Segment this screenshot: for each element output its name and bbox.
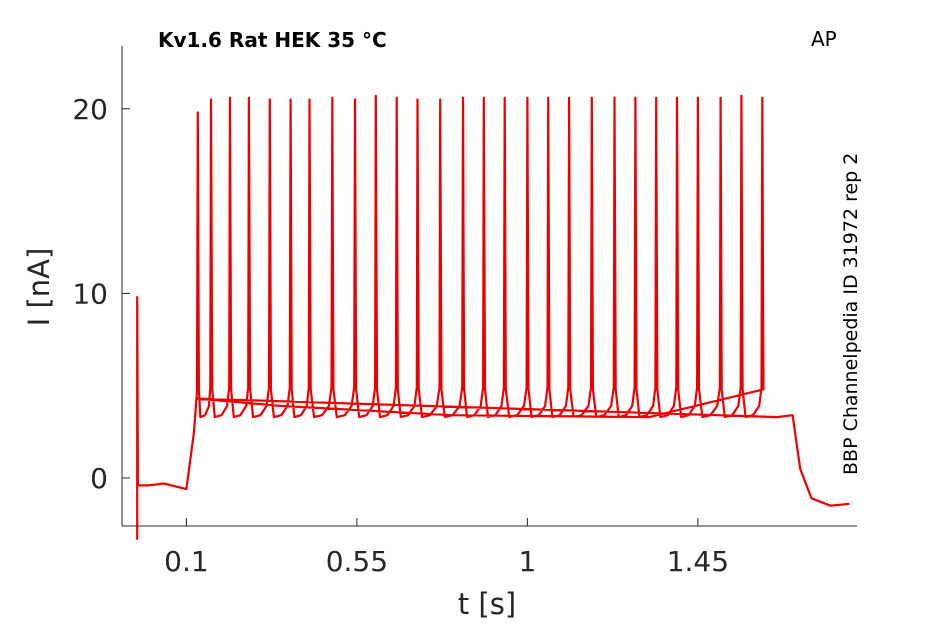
y-tick-label: 0 xyxy=(90,462,108,495)
corner-label: AP xyxy=(811,27,837,51)
x-tick-label: 0.55 xyxy=(326,545,388,578)
x-tick-label: 1.45 xyxy=(667,545,729,578)
y-axis-title: I [nA] xyxy=(22,248,56,327)
y-ticks: 0 10 20 xyxy=(72,93,130,495)
y-tick-label: 20 xyxy=(72,93,108,126)
x-tick-label: 1 xyxy=(518,545,536,578)
x-tick-label: 0.1 xyxy=(164,545,209,578)
side-label: BBP Channelpedia ID 31972 rep 2 xyxy=(840,153,862,475)
x-ticks: 0.1 0.55 1 1.45 xyxy=(164,518,729,578)
chart-title: Kv1.6 Rat HEK 35 °C xyxy=(158,28,387,52)
y-tick-label: 10 xyxy=(72,277,108,310)
current-trace-line xyxy=(136,94,850,540)
x-axis-title: t [s] xyxy=(458,587,516,621)
